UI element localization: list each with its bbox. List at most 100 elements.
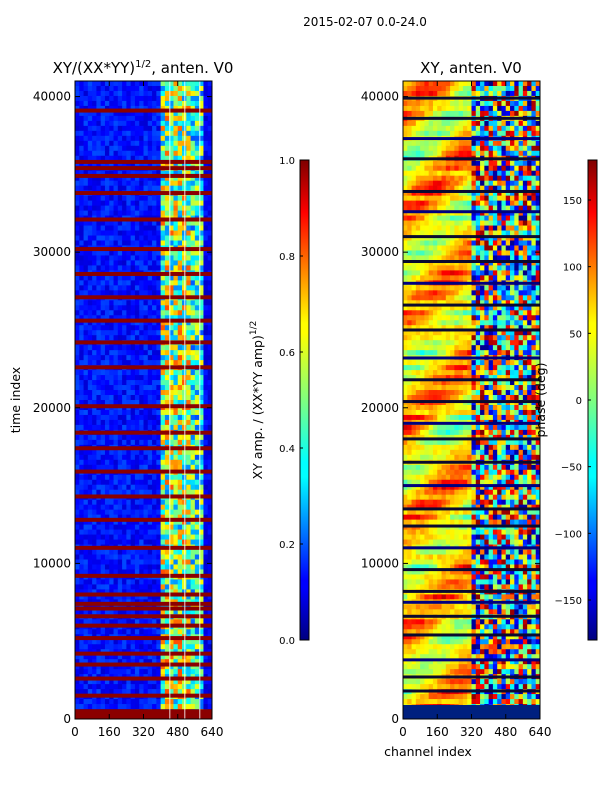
panel1-cell bbox=[100, 230, 106, 236]
panel1-cell bbox=[143, 534, 149, 540]
panel1-cell bbox=[190, 175, 196, 182]
panel1-cell bbox=[79, 330, 84, 336]
panel1-cell bbox=[109, 464, 114, 471]
panel1-cell bbox=[113, 464, 119, 471]
panel2-cell bbox=[514, 105, 519, 112]
panel2-cell bbox=[522, 140, 528, 147]
panel1-cell bbox=[139, 355, 144, 361]
panel1-cell bbox=[160, 360, 166, 366]
panel1-cell bbox=[126, 155, 132, 162]
panel1-cell bbox=[199, 81, 204, 87]
panel1-cell bbox=[134, 135, 140, 142]
panel1-cell bbox=[139, 385, 144, 391]
panel1-cell bbox=[173, 385, 179, 391]
panel1-flag-row bbox=[75, 430, 212, 435]
panel1-cell bbox=[104, 564, 110, 570]
panel1-cell bbox=[104, 325, 110, 331]
panel1-cell bbox=[186, 275, 191, 281]
panel1-cell bbox=[83, 400, 89, 406]
panel1-cell bbox=[130, 260, 136, 266]
panel1-cell bbox=[177, 305, 183, 311]
panel1-cell bbox=[186, 115, 191, 122]
panel1-cell bbox=[186, 355, 191, 361]
panel2-cell bbox=[527, 90, 532, 97]
panel1-cell bbox=[87, 679, 93, 685]
panel1-cell bbox=[186, 554, 191, 560]
panel2-cell bbox=[471, 175, 477, 182]
panel1-cell bbox=[203, 200, 209, 207]
panel1-cell bbox=[207, 584, 213, 590]
panel1-cell bbox=[139, 180, 144, 187]
panel1-cell bbox=[190, 434, 196, 441]
panel1-cell bbox=[104, 439, 110, 446]
panel1-cell bbox=[194, 310, 200, 316]
panel1-cell bbox=[207, 549, 213, 555]
panel1-cell bbox=[83, 584, 89, 590]
panel1-cell bbox=[79, 589, 84, 595]
panel1-cell bbox=[100, 175, 106, 182]
panel1-cell bbox=[207, 100, 213, 107]
panel1-cell bbox=[199, 464, 204, 471]
panel2-cell bbox=[424, 175, 430, 182]
panel1-cell bbox=[113, 235, 119, 241]
panel1-cell bbox=[173, 644, 179, 650]
panel1-cell bbox=[96, 320, 102, 326]
panel1-cell bbox=[173, 400, 179, 406]
panel1-cell bbox=[126, 81, 132, 87]
panel1-cell bbox=[203, 110, 209, 117]
panel1-cell bbox=[134, 325, 140, 331]
panel1-cell bbox=[160, 95, 166, 102]
panel2-cell bbox=[424, 180, 430, 187]
panel2-cell bbox=[467, 130, 472, 137]
panel1-cell bbox=[207, 125, 213, 132]
panel1-cell bbox=[143, 459, 149, 466]
panel1-cell bbox=[139, 529, 144, 535]
panel1-cell bbox=[194, 110, 200, 117]
panel1-cell bbox=[100, 305, 106, 311]
panel1-cell bbox=[169, 659, 174, 665]
panel2-cell bbox=[445, 185, 451, 192]
panel2-cell bbox=[514, 180, 519, 187]
panel1-cell bbox=[203, 534, 209, 540]
panel1-cell bbox=[134, 400, 140, 406]
panel1-cell bbox=[130, 230, 136, 236]
panel2-cell bbox=[450, 145, 455, 152]
panel1-cell bbox=[199, 285, 204, 291]
panel1-cell bbox=[169, 519, 174, 526]
panel1-cell bbox=[87, 474, 93, 481]
panel1-cell bbox=[96, 225, 102, 231]
panel1-cell bbox=[147, 100, 153, 107]
panel1-cell bbox=[156, 569, 162, 575]
panel2-cell bbox=[403, 185, 408, 192]
panel1-cell bbox=[92, 579, 97, 585]
panel1-cell bbox=[100, 85, 106, 92]
panel1-cell bbox=[104, 195, 110, 202]
panel1-cell bbox=[190, 330, 196, 336]
panel1-cell bbox=[147, 185, 153, 192]
panel1-cell bbox=[169, 589, 174, 595]
panel2-cell bbox=[432, 160, 438, 167]
panel1-cell bbox=[104, 484, 110, 491]
panel1-cell bbox=[190, 85, 196, 92]
panel2-cell bbox=[501, 165, 507, 172]
panel2-cell bbox=[492, 175, 498, 182]
panel1-cell bbox=[173, 185, 179, 192]
panel1-cell bbox=[164, 439, 170, 446]
panel1-cell bbox=[190, 305, 196, 311]
panel2-cell bbox=[458, 200, 464, 207]
panel1-cell bbox=[130, 514, 136, 521]
panel1-cell bbox=[169, 684, 174, 690]
panel1-cell bbox=[186, 699, 191, 705]
panel1-cell bbox=[96, 155, 102, 162]
panel1-cell bbox=[79, 275, 84, 281]
panel2-cell bbox=[535, 195, 541, 202]
panel1-cell bbox=[207, 644, 213, 650]
panel1-cell bbox=[79, 454, 84, 461]
panel1-cell bbox=[147, 504, 153, 511]
panel1-cell bbox=[109, 375, 114, 381]
panel1-cell bbox=[104, 81, 110, 87]
panel1-cell bbox=[173, 414, 179, 421]
panel1-cell bbox=[152, 559, 157, 565]
panel1-cell bbox=[194, 409, 200, 416]
panel1-cell bbox=[143, 350, 149, 356]
